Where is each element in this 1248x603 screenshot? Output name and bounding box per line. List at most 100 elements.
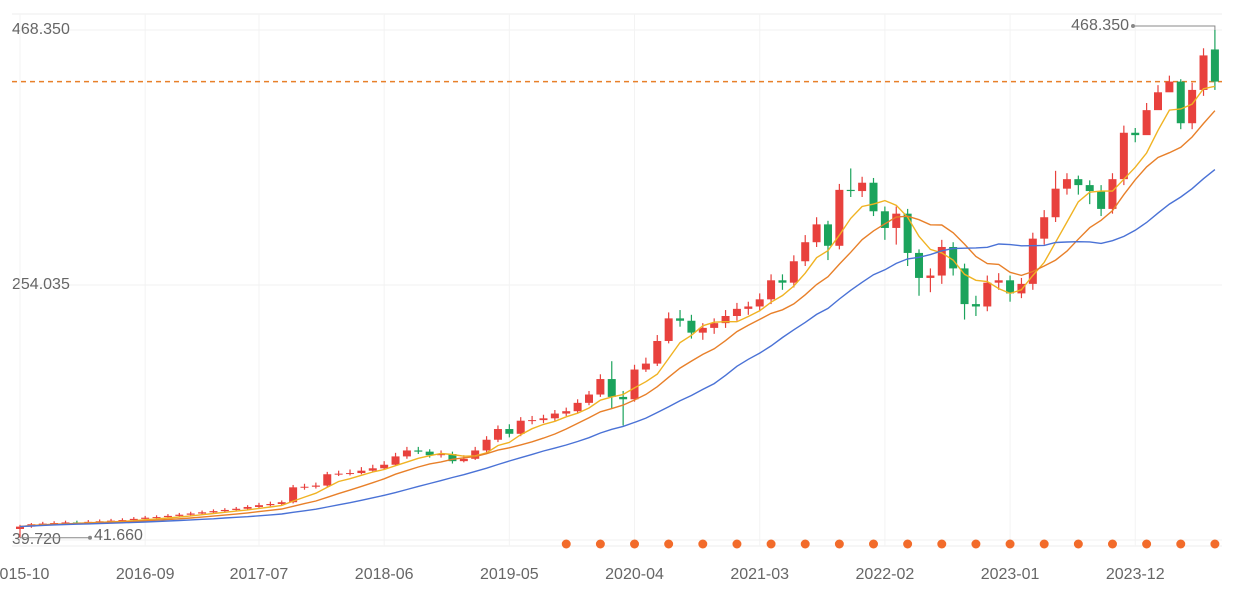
event-dot bbox=[1039, 539, 1049, 549]
candle-body bbox=[220, 509, 229, 512]
candle-body bbox=[391, 456, 400, 465]
candle-body bbox=[732, 308, 741, 316]
candle-body bbox=[323, 474, 332, 486]
y-tick-label: 468.350 bbox=[12, 21, 70, 38]
candle-body bbox=[118, 520, 127, 522]
candle-body bbox=[1074, 179, 1083, 186]
candle-body bbox=[880, 211, 889, 228]
candle-body bbox=[437, 454, 446, 456]
candle-body bbox=[653, 340, 662, 364]
candle-body bbox=[858, 182, 867, 192]
event-dot bbox=[903, 539, 913, 549]
event-dot bbox=[834, 539, 844, 549]
event-dot bbox=[766, 539, 776, 549]
candle-body bbox=[994, 280, 1003, 283]
candle-body bbox=[163, 515, 172, 518]
candle-body bbox=[1131, 132, 1140, 136]
candle-body bbox=[869, 182, 878, 212]
candle-body bbox=[767, 280, 776, 300]
candle-body bbox=[983, 282, 992, 307]
candle-body bbox=[448, 454, 457, 462]
event-dot bbox=[869, 539, 878, 549]
candle-body bbox=[471, 450, 480, 459]
x-tick-label: 2021-03 bbox=[730, 566, 789, 583]
candle-body bbox=[129, 518, 138, 521]
candle-body bbox=[755, 299, 764, 307]
event-dot bbox=[732, 539, 742, 549]
candle-body bbox=[1028, 238, 1037, 284]
candle-body bbox=[721, 315, 730, 324]
min-pointer-dot bbox=[88, 535, 92, 540]
candle-body bbox=[152, 517, 161, 519]
candle-body bbox=[1142, 110, 1151, 136]
y-tick-label: 39.720 bbox=[12, 531, 61, 548]
candle-body bbox=[926, 275, 935, 278]
candle-body bbox=[61, 522, 70, 524]
candle-body bbox=[277, 502, 286, 504]
candle-body bbox=[1051, 188, 1060, 218]
x-tick-label: 2017-07 bbox=[230, 566, 289, 583]
candle-body bbox=[539, 418, 548, 421]
event-dot bbox=[664, 539, 674, 549]
candle-body bbox=[812, 224, 821, 243]
candle-body bbox=[823, 224, 832, 246]
candle-body bbox=[960, 268, 969, 305]
moving-average-line bbox=[19, 110, 1216, 528]
candle-body bbox=[425, 451, 434, 456]
candle-body bbox=[289, 487, 298, 503]
moving-average-line bbox=[19, 169, 1216, 528]
candle-body bbox=[198, 512, 207, 514]
candle-body bbox=[949, 246, 958, 269]
candle-body bbox=[937, 246, 946, 276]
candle-body bbox=[232, 508, 241, 510]
x-tick-label: 2023-12 bbox=[1106, 566, 1165, 583]
candle-body bbox=[687, 320, 696, 333]
event-dot bbox=[1142, 539, 1152, 549]
candle-body bbox=[368, 468, 377, 471]
candle-body bbox=[459, 458, 468, 462]
candle-body bbox=[493, 429, 502, 440]
candle-body bbox=[801, 242, 810, 262]
event-dot bbox=[937, 539, 947, 549]
candle-body bbox=[664, 318, 673, 341]
candle-body bbox=[778, 280, 787, 283]
candle-body bbox=[1085, 185, 1094, 192]
candle-body bbox=[357, 470, 366, 474]
event-dot bbox=[800, 539, 810, 549]
candle-body bbox=[1154, 92, 1162, 111]
candle-body bbox=[311, 485, 320, 487]
candle-body bbox=[16, 526, 24, 529]
candle-body bbox=[562, 411, 571, 414]
event-dot bbox=[971, 539, 981, 549]
event-dot bbox=[595, 539, 605, 549]
event-dot bbox=[561, 539, 571, 549]
candle-body bbox=[698, 327, 707, 333]
event-dot bbox=[1107, 539, 1117, 549]
max-label: 468.350 bbox=[1071, 17, 1129, 34]
candle-body bbox=[1119, 132, 1128, 180]
candle-body bbox=[414, 450, 423, 452]
candle-body bbox=[596, 379, 605, 395]
event-dot bbox=[698, 539, 708, 549]
candle-body bbox=[676, 318, 685, 321]
event-dot bbox=[630, 539, 640, 549]
candle-body bbox=[175, 514, 184, 516]
candle-body bbox=[266, 503, 275, 506]
candle-body bbox=[141, 517, 150, 519]
candle-body bbox=[1108, 179, 1117, 209]
candle-body bbox=[619, 396, 628, 400]
x-tick-label: 2016-09 bbox=[116, 566, 175, 583]
event-dot bbox=[1073, 539, 1083, 549]
candle-body bbox=[550, 413, 559, 419]
candle-body bbox=[1210, 49, 1219, 82]
candle-body bbox=[1040, 217, 1049, 239]
x-tick-label: 2018-06 bbox=[355, 566, 414, 583]
x-tick-label: 2019-05 bbox=[480, 566, 539, 583]
candle-body bbox=[835, 189, 844, 246]
candle-body bbox=[744, 306, 753, 309]
candle-body bbox=[346, 473, 355, 475]
candle-body bbox=[402, 450, 411, 457]
candle-body bbox=[1165, 81, 1174, 93]
candle-body bbox=[915, 252, 924, 278]
